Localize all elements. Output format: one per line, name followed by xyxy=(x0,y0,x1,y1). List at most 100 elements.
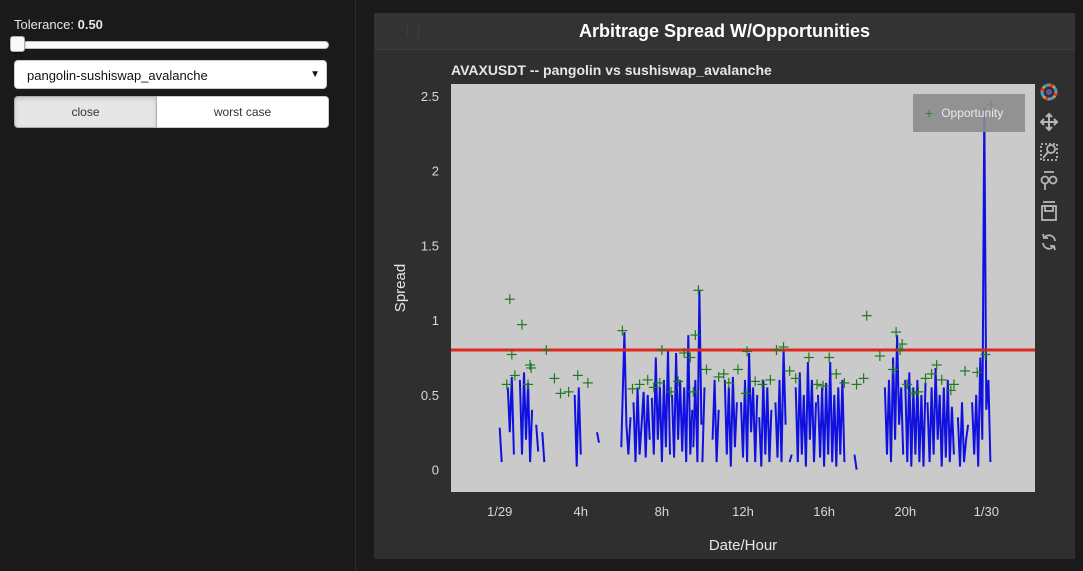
pan-icon[interactable] xyxy=(1034,109,1064,135)
spread-line-segment xyxy=(883,335,905,463)
opportunity-point[interactable] xyxy=(895,345,906,356)
opportunity-point[interactable] xyxy=(771,345,782,356)
opportunity-point[interactable] xyxy=(549,373,560,384)
opportunity-point[interactable] xyxy=(980,349,991,360)
opportunity-point[interactable] xyxy=(874,351,885,361)
chart-legend[interactable]: + Opportunity xyxy=(913,94,1025,132)
opportunity-point[interactable] xyxy=(654,377,665,388)
opportunity-point[interactable] xyxy=(634,379,645,390)
x-tick-label: 1/29 xyxy=(487,504,512,519)
opportunity-point[interactable] xyxy=(851,379,862,390)
x-tick-label: 20h xyxy=(894,504,916,519)
slider-handle[interactable] xyxy=(10,36,25,52)
opportunity-point[interactable] xyxy=(741,388,752,399)
opportunity-point[interactable] xyxy=(688,386,699,397)
opportunity-point[interactable] xyxy=(563,386,574,397)
opportunity-point[interactable] xyxy=(888,364,899,375)
opportunity-point[interactable] xyxy=(818,380,829,391)
reset-icon[interactable] xyxy=(1034,229,1064,255)
opportunity-point[interactable] xyxy=(732,364,743,375)
opportunity-point[interactable] xyxy=(555,388,566,399)
pair-select[interactable]: pangolin-sushiswap_avalanche ▼ xyxy=(14,60,327,89)
opportunity-point[interactable] xyxy=(790,373,801,384)
opportunity-point[interactable] xyxy=(693,285,704,296)
opportunity-point[interactable] xyxy=(627,383,638,394)
opportunity-point[interactable] xyxy=(690,330,701,341)
opportunity-point[interactable] xyxy=(516,319,527,330)
opportunity-point[interactable] xyxy=(913,386,924,397)
opportunity-point[interactable] xyxy=(742,346,753,357)
wheel-zoom-icon[interactable] xyxy=(1034,169,1064,195)
opportunity-point[interactable] xyxy=(572,370,583,381)
spread-line-segment xyxy=(740,352,759,463)
spread-line-segment xyxy=(774,349,787,463)
opportunity-point[interactable] xyxy=(679,348,690,359)
opportunity-point[interactable] xyxy=(648,382,659,393)
opportunity-point[interactable] xyxy=(902,379,913,390)
opportunity-point[interactable] xyxy=(501,379,512,390)
opportunity-series xyxy=(501,99,997,399)
opportunity-point[interactable] xyxy=(812,379,823,390)
spread-line-segment xyxy=(632,387,651,463)
x-axis: 1/29 4h 8h 12h 16h 20h 1/30 xyxy=(487,504,999,519)
opportunity-point[interactable] xyxy=(541,345,552,356)
opportunity-point[interactable] xyxy=(666,386,677,397)
opportunity-point[interactable] xyxy=(617,325,628,336)
opportunity-point[interactable] xyxy=(907,388,918,399)
close-button[interactable]: close xyxy=(14,96,157,128)
opportunity-point[interactable] xyxy=(920,373,931,384)
opportunity-point[interactable] xyxy=(831,368,842,379)
opportunity-point[interactable] xyxy=(523,379,534,390)
opportunity-point[interactable] xyxy=(839,377,850,388)
opportunity-point[interactable] xyxy=(526,362,537,373)
opportunity-point[interactable] xyxy=(642,374,653,385)
opportunity-point[interactable] xyxy=(948,379,959,390)
opportunity-point[interactable] xyxy=(784,365,795,376)
opportunity-point[interactable] xyxy=(718,368,729,379)
opportunity-point[interactable] xyxy=(701,364,712,375)
drag-handle-icon[interactable]: ⋮⋮ xyxy=(402,26,424,38)
opportunity-point[interactable] xyxy=(723,377,734,388)
box-zoom-icon[interactable] xyxy=(1034,139,1064,165)
panel-header: ⋮⋮ Arbitrage Spread W/Opportunities xyxy=(374,13,1075,50)
spread-line-segment xyxy=(711,379,720,463)
save-icon[interactable] xyxy=(1034,199,1064,225)
spread-line-segment xyxy=(926,367,955,467)
opportunity-point[interactable] xyxy=(945,385,956,396)
spread-line-segment xyxy=(671,335,694,463)
opportunity-point[interactable] xyxy=(506,349,517,360)
opportunity-point[interactable] xyxy=(582,377,593,388)
opportunity-point[interactable] xyxy=(757,379,768,390)
spread-chart[interactable]: 0 0.5 1 1.5 2 2.5 1/29 4h 8h 12h 16h 20h 1/30 Sprea… xyxy=(374,13,1075,559)
slider-track[interactable] xyxy=(14,41,329,49)
opportunity-point[interactable] xyxy=(750,376,761,387)
opportunity-point[interactable] xyxy=(897,339,908,350)
opportunity-point[interactable] xyxy=(713,371,724,382)
worst-case-button[interactable]: worst case xyxy=(157,96,329,128)
opportunity-point[interactable] xyxy=(656,345,667,356)
y-tick-label: 2 xyxy=(432,164,439,179)
opportunity-point[interactable] xyxy=(778,342,789,353)
tolerance-slider[interactable] xyxy=(10,36,329,52)
tolerance-row: Tolerance: 0.50 xyxy=(14,17,103,32)
opportunity-point[interactable] xyxy=(858,373,869,384)
price-mode-toggle: close worst case xyxy=(14,96,329,128)
opportunity-point[interactable] xyxy=(936,374,947,385)
opportunity-point[interactable] xyxy=(685,352,696,363)
opportunity-point[interactable] xyxy=(861,310,872,321)
opportunity-point[interactable] xyxy=(673,376,684,387)
opportunity-point[interactable] xyxy=(960,365,971,376)
opportunity-point[interactable] xyxy=(926,368,937,379)
opportunity-point[interactable] xyxy=(803,352,814,363)
bokeh-logo-icon xyxy=(1034,79,1064,105)
opportunity-point[interactable] xyxy=(931,359,942,370)
opportunity-point[interactable] xyxy=(509,370,520,381)
spread-line-segment xyxy=(541,432,546,463)
opportunity-point[interactable] xyxy=(972,367,983,378)
opportunity-point[interactable] xyxy=(504,294,515,305)
opportunity-point[interactable] xyxy=(765,374,776,385)
opportunity-point[interactable] xyxy=(891,327,902,338)
spread-line-segment xyxy=(853,454,858,470)
x-tick-label: 4h xyxy=(574,504,588,519)
opportunity-point[interactable] xyxy=(824,352,835,363)
